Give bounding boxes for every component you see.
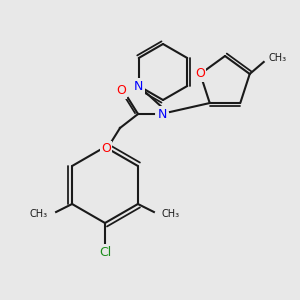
Text: CH₃: CH₃ [162, 209, 180, 219]
Text: CH₃: CH₃ [30, 209, 48, 219]
Text: CH₃: CH₃ [269, 53, 287, 63]
Text: Cl: Cl [99, 245, 111, 259]
Text: O: O [116, 85, 126, 98]
Text: O: O [101, 142, 111, 155]
Text: O: O [195, 68, 205, 80]
Text: N: N [157, 107, 167, 121]
Text: N: N [134, 80, 143, 92]
